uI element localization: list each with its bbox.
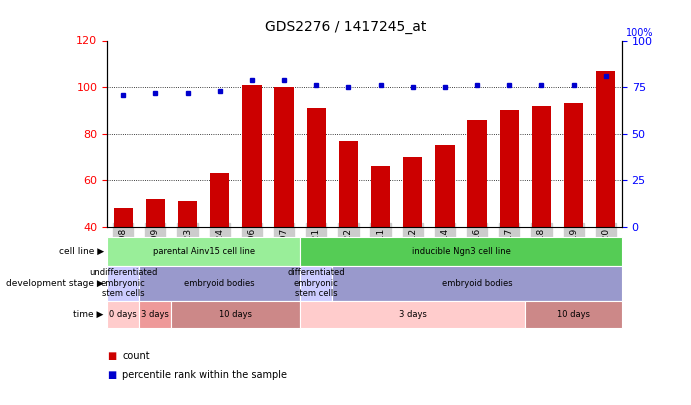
Bar	[300, 266, 332, 301]
Text: percentile rank within the sample: percentile rank within the sample	[122, 370, 287, 379]
Bar	[532, 106, 551, 320]
Bar	[107, 266, 140, 301]
Text: undifferentiated
embryonic
stem cells: undifferentiated embryonic stem cells	[89, 269, 158, 298]
Bar	[300, 301, 525, 328]
Bar	[107, 237, 300, 266]
Text: ■: ■	[107, 352, 116, 361]
Text: 100%: 100%	[626, 28, 654, 38]
Text: parental Ainv15 cell line: parental Ainv15 cell line	[153, 247, 255, 256]
Text: 10 days: 10 days	[557, 310, 590, 319]
Bar	[332, 266, 622, 301]
Text: inducible Ngn3 cell line: inducible Ngn3 cell line	[412, 247, 511, 256]
Bar	[300, 237, 622, 266]
Bar	[171, 301, 300, 328]
Bar	[525, 301, 622, 328]
Text: 0 days: 0 days	[109, 310, 137, 319]
Text: development stage ▶: development stage ▶	[6, 279, 104, 288]
Bar	[403, 157, 422, 320]
Bar	[467, 120, 486, 320]
Bar	[210, 173, 229, 320]
Text: ■: ■	[107, 370, 116, 379]
Bar	[140, 301, 171, 328]
Text: time ▶: time ▶	[73, 310, 104, 319]
Text: 3 days: 3 days	[399, 310, 427, 319]
Bar	[339, 141, 358, 320]
Text: differentiated
embryonic
stem cells: differentiated embryonic stem cells	[287, 269, 345, 298]
Text: embryoid bodies: embryoid bodies	[442, 279, 513, 288]
Text: 10 days: 10 days	[219, 310, 252, 319]
Text: cell line ▶: cell line ▶	[59, 247, 104, 256]
Bar	[564, 103, 583, 320]
Bar	[107, 301, 140, 328]
Bar	[243, 85, 261, 320]
Bar	[371, 166, 390, 320]
Bar	[113, 208, 133, 320]
Bar	[596, 71, 616, 320]
Bar	[435, 145, 455, 320]
Text: 3 days: 3 days	[142, 310, 169, 319]
Bar	[500, 111, 519, 320]
Text: count: count	[122, 352, 150, 361]
Bar	[146, 199, 165, 320]
Bar	[178, 201, 197, 320]
Text: embryoid bodies: embryoid bodies	[184, 279, 255, 288]
Text: GDS2276 / 1417245_at: GDS2276 / 1417245_at	[265, 20, 426, 34]
Bar	[307, 108, 326, 320]
Bar	[140, 266, 300, 301]
Bar	[274, 87, 294, 320]
